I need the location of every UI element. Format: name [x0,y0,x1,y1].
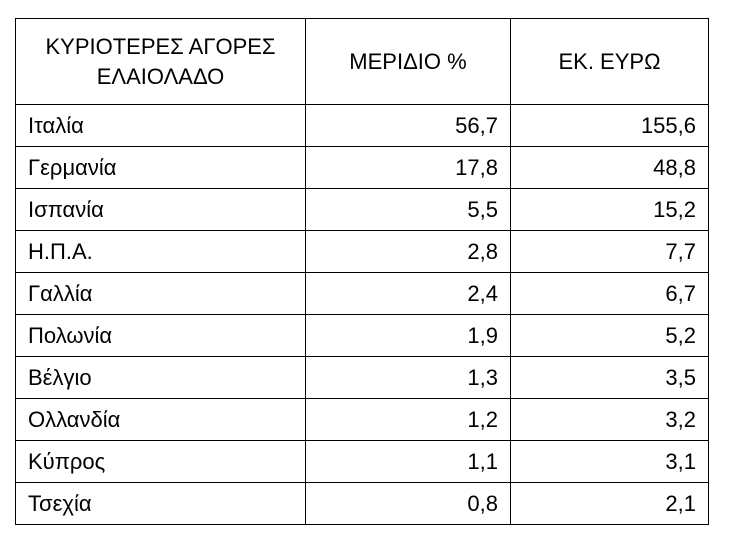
number-cell: 48,8 [510,146,709,189]
table-row: Ολλανδία 1,2 3,2 [15,398,709,441]
table-row: Η.Π.Α. 2,8 7,7 [15,230,709,273]
table-row: Βέλγιο 1,3 3,5 [15,356,709,399]
header-cell: ΜΕΡΙΔΙΟ % [305,18,511,105]
table-row: Κύπρος 1,1 3,1 [15,440,709,483]
header-row: ΚΥΡΙΟΤΕΡΕΣ ΑΓΟΡΕΣ ΕΛΑΙΟΛΑΔΟ ΜΕΡΙΔΙΟ % ΕΚ. … [15,18,709,105]
country-cell: Γερμανία [15,146,306,189]
number-cell: 3,1 [510,440,709,483]
table-row: Τσεχία 0,8 2,1 [15,482,709,525]
number-cell: 1,9 [305,314,511,357]
number-cell: 2,1 [510,482,709,525]
country-cell: Τσεχία [15,482,306,525]
country-cell: Γαλλία [15,272,306,315]
country-cell: Ιταλία [15,104,306,147]
country-cell: Βέλγιο [15,356,306,399]
table-body: Ιταλία 56,7 155,6 Γερμανία 17,8 48,8 Ισπανία 5,… [15,104,709,525]
number-cell: 7,7 [510,230,709,273]
country-cell: Η.Π.Α. [15,230,306,273]
header-text: ΕΚ. ΕΥΡΩ [558,48,661,74]
number-cell: 3,2 [510,398,709,441]
table-row: Ισπανία 5,5 15,2 [15,188,709,231]
country-cell: Ολλανδία [15,398,306,441]
header-cell: ΚΥΡΙΟΤΕΡΕΣ ΑΓΟΡΕΣ ΕΛΑΙΟΛΑΔΟ [15,18,306,105]
number-cell: 1,1 [305,440,511,483]
number-cell: 3,5 [510,356,709,399]
number-cell: 56,7 [305,104,511,147]
table-row: Γαλλία 2,4 6,7 [15,272,709,315]
country-cell: Ισπανία [15,188,306,231]
country-cell: Πολωνία [15,314,306,357]
number-cell: 0,8 [305,482,511,525]
table-row: Ιταλία 56,7 155,6 [15,104,709,147]
table-row: Γερμανία 17,8 48,8 [15,146,709,189]
number-cell: 2,4 [305,272,511,315]
table-row: Πολωνία 1,9 5,2 [15,314,709,357]
number-cell: 1,2 [305,398,511,441]
header-text: ΚΥΡΙΟΤΕΡΕΣ ΑΓΟΡΕΣ ΕΛΑΙΟΛΑΔΟ [45,33,276,89]
number-cell: 2,8 [305,230,511,273]
country-cell: Κύπρος [15,440,306,483]
number-cell: 5,2 [510,314,709,357]
header-cell: ΕΚ. ΕΥΡΩ [510,18,709,105]
number-cell: 5,5 [305,188,511,231]
number-cell: 17,8 [305,146,511,189]
number-cell: 155,6 [510,104,709,147]
table-head: ΚΥΡΙΟΤΕΡΕΣ ΑΓΟΡΕΣ ΕΛΑΙΟΛΑΔΟ ΜΕΡΙΔΙΟ % ΕΚ. … [15,18,709,105]
number-cell: 1,3 [305,356,511,399]
number-cell: 15,2 [510,188,709,231]
header-text: ΜΕΡΙΔΙΟ % [349,48,467,74]
market-table: ΚΥΡΙΟΤΕΡΕΣ ΑΓΟΡΕΣ ΕΛΑΙΟΛΑΔΟ ΜΕΡΙΔΙΟ % ΕΚ. … [15,18,709,525]
number-cell: 6,7 [510,272,709,315]
